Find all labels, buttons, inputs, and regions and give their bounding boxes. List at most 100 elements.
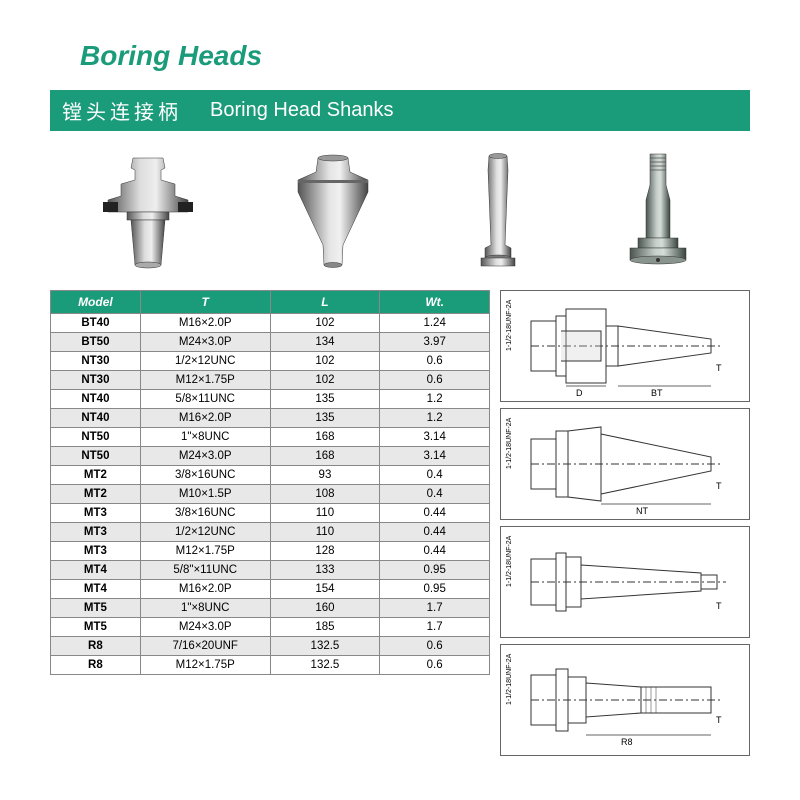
- table-cell: MT5: [51, 599, 141, 618]
- table-cell: 128: [270, 542, 380, 561]
- table-cell: 108: [270, 485, 380, 504]
- table-cell: 5/8×11UNC: [140, 390, 270, 409]
- table-cell: 134: [270, 333, 380, 352]
- table-cell: 3.97: [380, 333, 490, 352]
- product-nt-shank: [278, 150, 388, 275]
- table-cell: M12×1.75P: [140, 542, 270, 561]
- table-cell: MT2: [51, 485, 141, 504]
- table-cell: M16×2.0P: [140, 314, 270, 333]
- dim-d: D: [576, 388, 583, 398]
- table-cell: NT50: [51, 428, 141, 447]
- table-cell: M16×2.0P: [140, 409, 270, 428]
- table-cell: 135: [270, 390, 380, 409]
- table-cell: 0.6: [380, 637, 490, 656]
- table-cell: 133: [270, 561, 380, 580]
- table-row: R8M12×1.75P132.50.6: [51, 656, 490, 675]
- banner-english: Boring Head Shanks: [210, 99, 393, 122]
- table-cell: BT50: [51, 333, 141, 352]
- table-cell: MT2: [51, 466, 141, 485]
- col-header: L: [270, 291, 380, 314]
- table-cell: M24×3.0P: [140, 618, 270, 637]
- table-cell: 132.5: [270, 656, 380, 675]
- table-row: MT5M24×3.0P1851.7: [51, 618, 490, 637]
- table-cell: 102: [270, 314, 380, 333]
- technical-diagrams: 1-1/2-18UNF-2A D BT T 1-1/2-18UNF-2A NT: [500, 290, 750, 756]
- table-row: MT33/8×16UNC1100.44: [51, 504, 490, 523]
- spec-table: ModelTLWt. BT40M16×2.0P1021.24BT50M24×3.…: [50, 290, 490, 675]
- diagram-r8: 1-1/2-18UNF-2A R8 T: [500, 644, 750, 756]
- dim-bt: BT: [651, 388, 663, 398]
- table-cell: M16×2.0P: [140, 580, 270, 599]
- table-cell: MT4: [51, 561, 141, 580]
- table-cell: NT40: [51, 409, 141, 428]
- thread-label: 1-1/2-18UNF-2A: [506, 535, 513, 587]
- table-cell: 185: [270, 618, 380, 637]
- table-cell: 102: [270, 371, 380, 390]
- banner-chinese: 镗头连接柄: [62, 96, 182, 125]
- table-cell: 135: [270, 409, 380, 428]
- spec-table-wrap: ModelTLWt. BT40M16×2.0P1021.24BT50M24×3.…: [50, 290, 490, 756]
- table-cell: 1.7: [380, 599, 490, 618]
- table-cell: 110: [270, 523, 380, 542]
- table-row: NT405/8×11UNC1351.2: [51, 390, 490, 409]
- table-cell: MT5: [51, 618, 141, 637]
- diagram-mt: 1-1/2-18UNF-2A T: [500, 526, 750, 638]
- table-row: R87/16×20UNF132.50.6: [51, 637, 490, 656]
- table-cell: R8: [51, 656, 141, 675]
- table-cell: 132.5: [270, 637, 380, 656]
- table-row: MT45/8"×11UNC1330.95: [51, 561, 490, 580]
- table-cell: NT40: [51, 390, 141, 409]
- dim-r8: R8: [621, 737, 633, 747]
- table-cell: 0.95: [380, 561, 490, 580]
- table-cell: NT50: [51, 447, 141, 466]
- table-cell: MT3: [51, 504, 141, 523]
- table-cell: M24×3.0P: [140, 333, 270, 352]
- table-cell: 0.6: [380, 352, 490, 371]
- table-cell: 1.7: [380, 618, 490, 637]
- table-cell: 102: [270, 352, 380, 371]
- product-bt-shank: [83, 150, 213, 275]
- table-cell: 0.4: [380, 485, 490, 504]
- table-row: NT501"×8UNC1683.14: [51, 428, 490, 447]
- dim-t: T: [716, 601, 722, 611]
- table-cell: 5/8"×11UNC: [140, 561, 270, 580]
- table-cell: 0.44: [380, 504, 490, 523]
- table-row: NT30M12×1.75P1020.6: [51, 371, 490, 390]
- table-cell: 3.14: [380, 428, 490, 447]
- table-cell: 1.2: [380, 390, 490, 409]
- table-cell: 7/16×20UNF: [140, 637, 270, 656]
- table-row: MT4M16×2.0P1540.95: [51, 580, 490, 599]
- table-cell: 168: [270, 428, 380, 447]
- table-cell: 93: [270, 466, 380, 485]
- table-cell: MT3: [51, 523, 141, 542]
- table-cell: MT3: [51, 542, 141, 561]
- table-row: MT2M10×1.5P1080.4: [51, 485, 490, 504]
- table-cell: M10×1.5P: [140, 485, 270, 504]
- table-cell: MT4: [51, 580, 141, 599]
- table-cell: 3/8×16UNC: [140, 466, 270, 485]
- table-cell: 110: [270, 504, 380, 523]
- table-cell: 168: [270, 447, 380, 466]
- table-cell: R8: [51, 637, 141, 656]
- table-cell: NT30: [51, 371, 141, 390]
- dim-t: T: [716, 363, 722, 373]
- table-cell: 1/2×12UNC: [140, 352, 270, 371]
- table-cell: M12×1.75P: [140, 371, 270, 390]
- thread-label: 1-1/2-18UNF-2A: [506, 653, 513, 705]
- product-mt-shank: [453, 150, 543, 275]
- table-cell: 1/2×12UNC: [140, 523, 270, 542]
- thread-label: 1-1/2-18UNF-2A: [506, 299, 513, 351]
- diagram-nt: 1-1/2-18UNF-2A NT T: [500, 408, 750, 520]
- table-row: MT51"×8UNC1601.7: [51, 599, 490, 618]
- table-row: NT301/2×12UNC1020.6: [51, 352, 490, 371]
- page-title: Boring Heads: [80, 40, 750, 72]
- table-cell: M24×3.0P: [140, 447, 270, 466]
- thread-label: 1-1/2-18UNF-2A: [506, 417, 513, 469]
- table-cell: 154: [270, 580, 380, 599]
- table-cell: 1.2: [380, 409, 490, 428]
- dim-t: T: [716, 481, 722, 491]
- table-row: NT40M16×2.0P1351.2: [51, 409, 490, 428]
- table-row: MT23/8×16UNC930.4: [51, 466, 490, 485]
- table-cell: BT40: [51, 314, 141, 333]
- product-image-row: [50, 145, 750, 280]
